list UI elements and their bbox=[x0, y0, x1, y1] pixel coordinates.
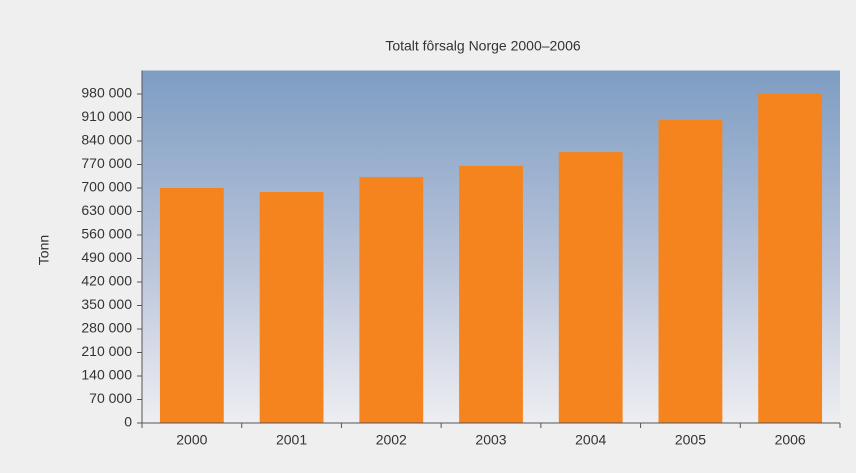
y-tick-label: 840 000 bbox=[81, 132, 132, 148]
x-tick-label: 2004 bbox=[575, 432, 606, 448]
y-tick-label: 490 000 bbox=[81, 249, 132, 265]
bar bbox=[159, 188, 224, 423]
x-tick-label: 2005 bbox=[675, 432, 706, 448]
x-tick-label: 2006 bbox=[775, 432, 806, 448]
y-tick-label: 630 000 bbox=[81, 202, 132, 218]
y-tick-label: 770 000 bbox=[81, 155, 132, 171]
y-tick-label: 280 000 bbox=[81, 320, 132, 336]
y-tick-label: 350 000 bbox=[81, 296, 132, 312]
y-tick-label: 420 000 bbox=[81, 273, 132, 289]
bar bbox=[558, 152, 623, 424]
x-tick-label: 2003 bbox=[475, 432, 506, 448]
bar bbox=[259, 192, 324, 423]
y-tick-label: 980 000 bbox=[81, 85, 132, 101]
x-tick-label: 2000 bbox=[176, 432, 207, 448]
bar bbox=[658, 119, 723, 423]
y-tick-label: 0 bbox=[124, 414, 132, 430]
y-tick-label: 210 000 bbox=[81, 343, 132, 359]
y-tick-label: 560 000 bbox=[81, 226, 132, 242]
y-tick-label: 70 000 bbox=[89, 390, 132, 406]
y-tick-label: 910 000 bbox=[81, 108, 132, 124]
bar bbox=[459, 165, 523, 424]
y-axis-label: Tonn bbox=[36, 235, 52, 265]
x-tick-label: 2002 bbox=[376, 432, 407, 448]
x-tick-label: 2001 bbox=[276, 432, 307, 448]
bar bbox=[359, 176, 424, 423]
chart-title: Totalt fôrsalg Norge 2000–2006 bbox=[385, 38, 581, 54]
y-tick-label: 140 000 bbox=[81, 367, 132, 383]
y-tick-label: 700 000 bbox=[81, 179, 132, 195]
bar bbox=[758, 92, 823, 423]
